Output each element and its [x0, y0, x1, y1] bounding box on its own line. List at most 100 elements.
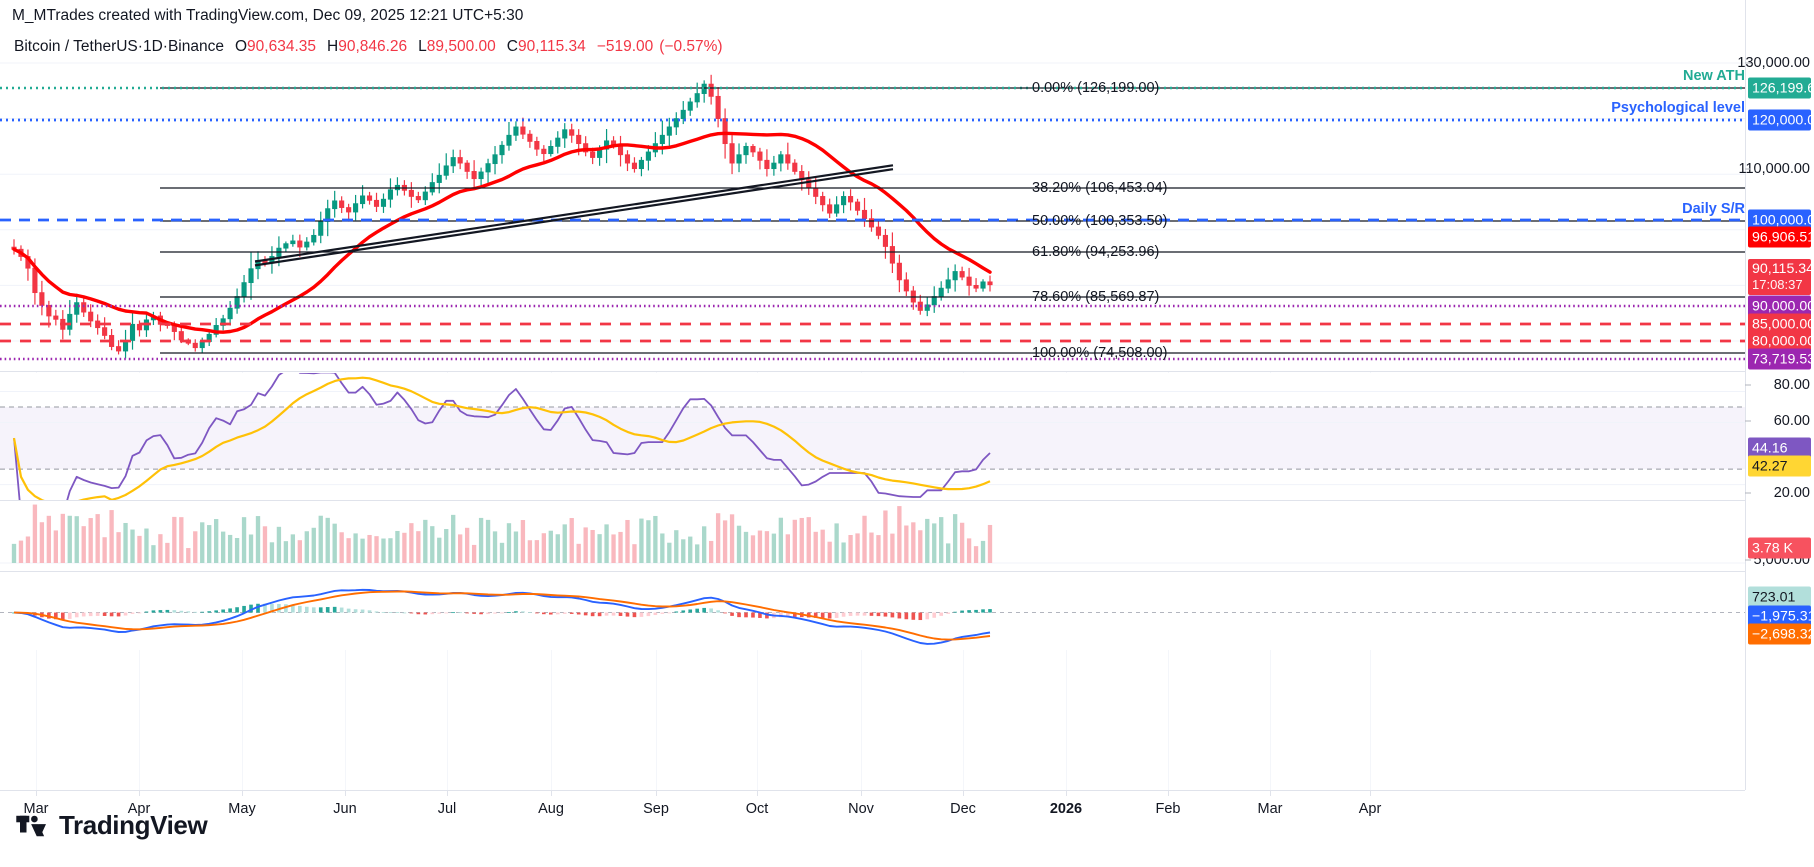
time-axis-tick [139, 791, 140, 796]
price-axis[interactable]: USDT [1745, 0, 1814, 790]
macd-pane[interactable] [0, 572, 1745, 650]
tradingview-logo: TradingView [16, 810, 208, 841]
legend-close-label: C [506, 38, 518, 55]
axis-pill-last-price[interactable]: 90,115.34 17:08:37 [1748, 259, 1814, 295]
axis-pill-value: 3.78 K [1752, 540, 1794, 556]
axis-pill-rsi[interactable]: 44.16 [1748, 437, 1811, 459]
time-axis-label: May [228, 801, 256, 817]
time-axis-label: Mar [23, 801, 49, 817]
time-axis-tick [861, 791, 862, 796]
axis-label: 20.00 [1773, 485, 1810, 501]
axis-pill-rsi-ma[interactable]: 42.27 [1748, 455, 1811, 477]
axis-pill-macd-hist[interactable]: 723.01 [1748, 586, 1811, 608]
fib-level-tick [1016, 220, 1030, 222]
macd-chart-canvas[interactable] [0, 572, 1745, 650]
axis-pill-countdown: 17:08:37 [1752, 276, 1803, 292]
legend-high-value: 90,846.26 [338, 38, 408, 55]
time-axis-label: Jul [437, 801, 457, 817]
axis-pill-value: 73,719.53 [1752, 351, 1814, 367]
fib-level-label-50-00: 50.00% (100,353.50) [1032, 213, 1168, 229]
time-axis-label: Dec [950, 801, 976, 817]
tradingview-wordmark: TradingView [59, 810, 208, 840]
legend-symbol[interactable]: Bitcoin / TetherUS [14, 38, 138, 55]
axis-pill-daily-sr[interactable]: 100,000.00 [1748, 209, 1814, 231]
axis-tick [1745, 559, 1751, 561]
volume-pane[interactable] [0, 501, 1745, 571]
time-axis-tick [447, 791, 448, 796]
axis-pill-macd-signal[interactable]: −2,698.32 [1748, 623, 1814, 645]
time-axis-label: Nov [848, 801, 874, 817]
axis-pill-value: −1,975.31 [1752, 608, 1814, 624]
time-axis-tick [345, 791, 346, 796]
price-pane[interactable] [0, 58, 1745, 371]
legend-open-group: O90,634.35 [235, 38, 316, 56]
legend-interval[interactable]: 1D [142, 38, 163, 55]
axis-pill-macd[interactable]: −1,975.31 [1748, 605, 1814, 627]
axis-pill-ma[interactable]: 96,906.51 [1748, 226, 1814, 248]
axis-pill-80k[interactable]: 80,000.00 [1748, 330, 1814, 352]
fib-level-label-100-00: 100.00% (74,508.00) [1032, 345, 1168, 361]
axis-pill-value: 80,000.00 [1752, 333, 1814, 349]
axis-pill-value: 42.27 [1752, 458, 1788, 474]
chart-legend: Bitcoin / TetherUS · 1D · Binance O90,63… [14, 38, 723, 56]
axis-tick [1745, 384, 1751, 386]
fib-level-label-61-80: 61.80% (94,253.96) [1032, 244, 1160, 260]
legend-high-group: H90,846.26 [327, 38, 407, 56]
axis-pill-85k[interactable]: 85,000.00 [1748, 313, 1814, 335]
axis-pill-psychological[interactable]: 120,000.00 [1748, 109, 1814, 131]
legend-close-value: 90,115.34 [517, 38, 586, 55]
axis-pill-value: 96,906.51 [1752, 229, 1814, 245]
axis-label: 80.00 [1773, 377, 1810, 393]
rsi-pane[interactable] [0, 373, 1745, 500]
annotation-daily-sr: Daily S/R [1682, 201, 1745, 217]
axis-pill-volume[interactable]: 3.78 K [1748, 537, 1811, 559]
axis-tick [1745, 492, 1751, 494]
axis-pill-90k[interactable]: 90,000.00 [1748, 295, 1814, 317]
fib-level-tick [1016, 87, 1030, 89]
fib-level-tick [1016, 251, 1030, 253]
time-axis-label: Apr [1358, 801, 1382, 817]
time-axis-label: Jun [333, 801, 357, 817]
axis-pill-value: −2,698.32 [1752, 626, 1814, 642]
axis-pill-value: 44.16 [1752, 440, 1788, 456]
volume-chart-canvas[interactable] [0, 501, 1745, 571]
axis-tick [1745, 168, 1751, 170]
pane-divider-3 [0, 571, 1745, 572]
time-axis-label: Oct [745, 801, 769, 817]
axis-pill-value: 85,000.00 [1752, 316, 1814, 332]
axis-tick [1745, 62, 1751, 64]
legend-open-label: O [234, 38, 248, 55]
axis-label: 110,000.00 [1738, 161, 1811, 177]
price-chart-canvas[interactable] [0, 58, 1745, 371]
legend-sep-1: · [137, 38, 143, 55]
time-axis-tick [551, 791, 552, 796]
axis-pill-new-ath[interactable]: 126,199.63 [1748, 77, 1814, 99]
fib-level-label-0-00: 0.00% (126,199.00) [1032, 80, 1160, 96]
legend-exchange[interactable]: Binance [167, 38, 224, 55]
fib-level-tick [1016, 187, 1030, 189]
time-axis-tick [963, 791, 964, 796]
axis-pill-value: 90,000.00 [1752, 298, 1814, 314]
pane-divider-2 [0, 500, 1745, 501]
time-axis-tick [656, 791, 657, 796]
time-axis-tick [1168, 791, 1169, 796]
fib-level-label-38-20: 38.20% (106,453.04) [1032, 180, 1168, 196]
fib-level-tick [1016, 352, 1030, 354]
time-axis-tick [242, 791, 243, 796]
legend-low-value: 89,500.00 [426, 38, 496, 55]
axis-pill-73k[interactable]: 73,719.53 [1748, 348, 1814, 370]
time-axis-label: Sep [643, 801, 669, 817]
axis-pill-value: 723.01 [1752, 589, 1796, 605]
time-axis-tick [1370, 791, 1371, 796]
axis-tick [1745, 420, 1751, 422]
time-axis-label: 2026 [1049, 801, 1083, 817]
rsi-chart-canvas[interactable] [0, 373, 1745, 500]
annotation-new-ath: New ATH [1682, 68, 1745, 84]
axis-pill-value: 100,000.00 [1752, 212, 1814, 228]
legend-low-group: L89,500.00 [418, 38, 496, 56]
fib-level-tick [1016, 296, 1030, 298]
axis-label: 130,000.00 [1737, 55, 1810, 71]
axis-pill-value: 120,000.00 [1752, 112, 1814, 128]
axis-label: 60.00 [1773, 413, 1810, 429]
time-axis[interactable]: Mar Apr May Jun Jul Aug Sep Oct Nov Dec 2026 Feb Mar… [0, 790, 1745, 826]
